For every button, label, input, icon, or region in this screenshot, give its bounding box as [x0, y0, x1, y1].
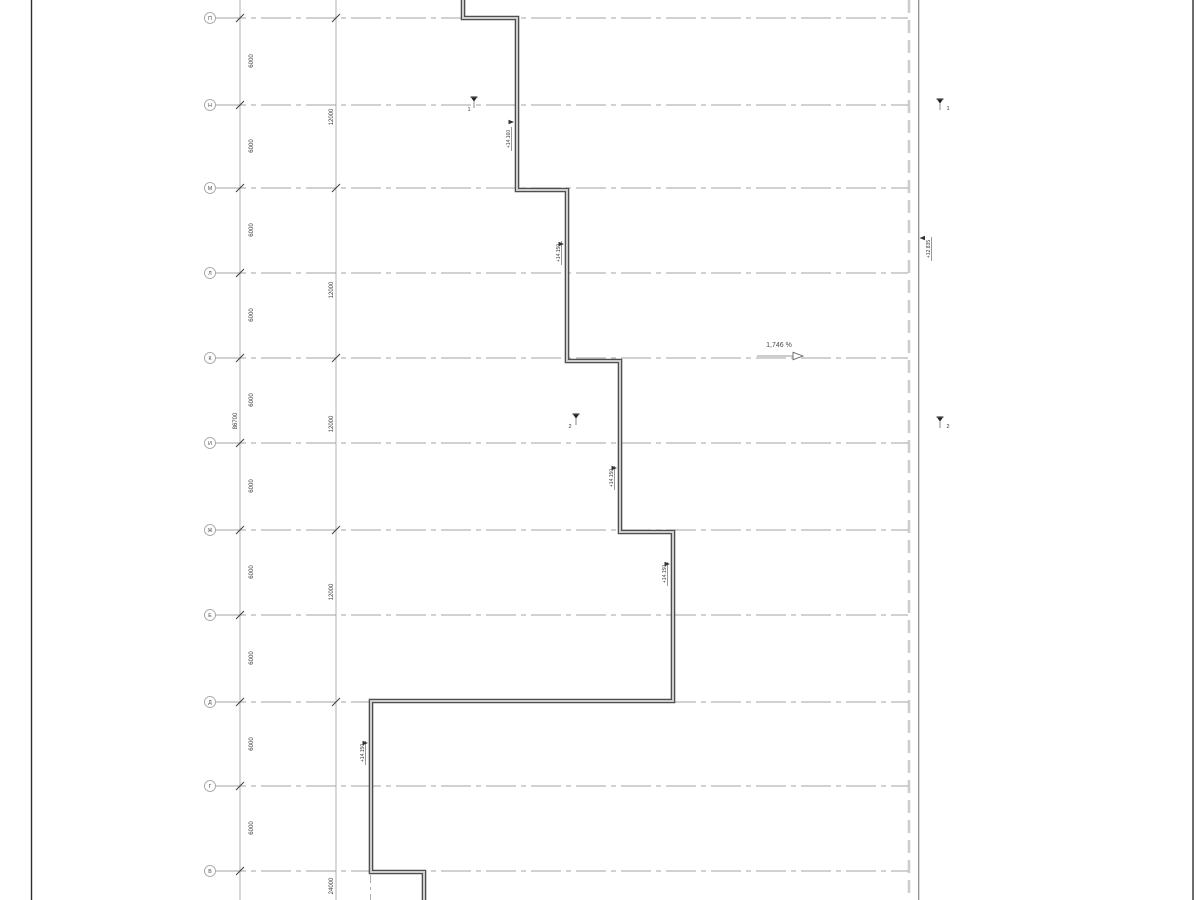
tick-icon	[235, 353, 245, 363]
spot-elevation: +14.150	[609, 465, 617, 490]
dimension-label: 6000	[249, 737, 255, 751]
tick-icon	[235, 781, 245, 791]
section-marker-label: 1	[946, 106, 949, 112]
tick-icon	[331, 183, 341, 193]
grid-axis-lines	[216, 17, 908, 900]
axis-bubble	[204, 865, 216, 877]
axis-bubble	[204, 780, 216, 792]
dimension-label: 6000	[249, 54, 255, 68]
section-marker-icon	[573, 414, 579, 419]
grid-axis-label: И	[208, 441, 212, 447]
axis-bubble	[204, 12, 216, 24]
tick-icon	[235, 100, 245, 110]
tick-icon	[235, 697, 245, 707]
axis-bubble	[204, 437, 216, 449]
spot-elevation-label: +14.150	[609, 469, 615, 487]
slope-label: 1,746 %	[766, 342, 792, 349]
tick-icon	[235, 610, 245, 620]
grid-axis-label: Д	[208, 700, 212, 706]
section-markers: 1 2 1 2	[467, 96, 950, 430]
spot-elevations: +14.160 +14.150 +14.150 +14.150 +14.150 …	[360, 119, 932, 765]
grid-axis-label: Е	[208, 613, 212, 619]
dimension-label: 12000	[329, 108, 335, 125]
spot-elevation-arrow-icon	[558, 241, 564, 247]
tick-icon	[235, 525, 245, 535]
spot-elevation: +14.160	[506, 119, 514, 151]
axis-bubble	[204, 99, 216, 111]
grid-axis-bubbles: П Н М Л К И Ж Е Д Г В	[204, 12, 216, 877]
spot-elevation: +14.150	[360, 740, 368, 765]
bay-dimension-labels: 6000 6000 6000 6000 6000 6000 6000 6000 …	[249, 54, 255, 835]
spot-elevation-label: +14.150	[360, 744, 366, 762]
dimension-label: 24000	[329, 877, 335, 894]
tick-icon	[235, 13, 245, 23]
dimension-label: 6000	[249, 223, 255, 237]
tick-icon	[331, 13, 341, 23]
axis-bubble	[204, 696, 216, 708]
tick-icon	[235, 183, 245, 193]
stepped-wall-outline	[368, 0, 676, 900]
spot-elevation-label: +14.150	[662, 565, 668, 583]
spot-elevation: +12.835	[919, 235, 932, 261]
axis-bubble	[204, 182, 216, 194]
double-bay-dimension-labels: 12000 12000 12000 12000 24000	[329, 108, 335, 894]
dimension-label: 6000	[249, 821, 255, 835]
spot-elevation-label: +14.150	[556, 244, 562, 262]
overall-dimension-label: 86700	[233, 412, 239, 429]
axis-bubble	[204, 609, 216, 621]
spot-elevation-arrow-icon	[919, 235, 925, 241]
dimension-label: 6000	[249, 308, 255, 322]
dimension-label: 12000	[329, 281, 335, 298]
spot-elevation-arrow-icon	[664, 561, 670, 567]
section-marker-icon	[937, 417, 943, 422]
section-marker-icon	[471, 97, 477, 102]
section-marker-icon	[937, 99, 943, 104]
grid-axis-label: М	[208, 186, 212, 192]
section-marker: 2	[936, 416, 950, 430]
axis-bubble	[204, 267, 216, 279]
wall-inner-stroke	[370, 0, 674, 900]
section-marker-label: 2	[568, 424, 571, 430]
section-marker-label: 2	[946, 424, 949, 430]
tick-icon	[235, 438, 245, 448]
grid-axis-label: Ж	[208, 528, 213, 534]
spot-elevation: +14.150	[662, 561, 670, 586]
slope-annotation: 1,746 %	[757, 342, 805, 361]
section-marker: 1	[936, 98, 950, 112]
tick-icon	[235, 268, 245, 278]
tick-icon	[331, 525, 341, 535]
dimension-label: 6000	[249, 139, 255, 153]
spot-elevation-arrow-icon	[508, 119, 514, 125]
spot-elevation-label: +12.835	[926, 240, 932, 258]
grid-axis-label: Л	[208, 271, 211, 277]
section-marker-label: 1	[467, 107, 470, 113]
spot-elevation-arrow-icon	[362, 740, 368, 746]
spot-elevation-label: +14.160	[506, 130, 512, 148]
grid-axis-label: В	[208, 869, 212, 875]
dimension-label: 12000	[329, 583, 335, 600]
slope-arrow-icon	[792, 351, 805, 361]
dimension-label: 6000	[249, 565, 255, 579]
grid-axis-label: П	[208, 16, 212, 22]
axis-bubble	[204, 352, 216, 364]
wall-outer-stroke	[368, 0, 676, 900]
grid-axis-label: Н	[208, 103, 212, 109]
tick-icon	[331, 697, 341, 707]
dimension-label: 6000	[249, 393, 255, 407]
section-marker: 1	[467, 96, 478, 113]
grid-axis-label: К	[208, 356, 211, 362]
tick-icon	[331, 353, 341, 363]
tick-icon	[235, 866, 245, 876]
spot-elevation: +14.150	[556, 241, 564, 265]
dimension-ticks	[235, 13, 341, 876]
grid-axis-label: Г	[209, 784, 212, 790]
spot-elevation-arrow-icon	[611, 465, 617, 471]
dimension-label: 12000	[329, 415, 335, 432]
section-marker: 2	[568, 413, 580, 430]
dimension-label: 6000	[249, 479, 255, 493]
axis-bubble	[204, 524, 216, 536]
dimension-label: 6000	[249, 651, 255, 665]
